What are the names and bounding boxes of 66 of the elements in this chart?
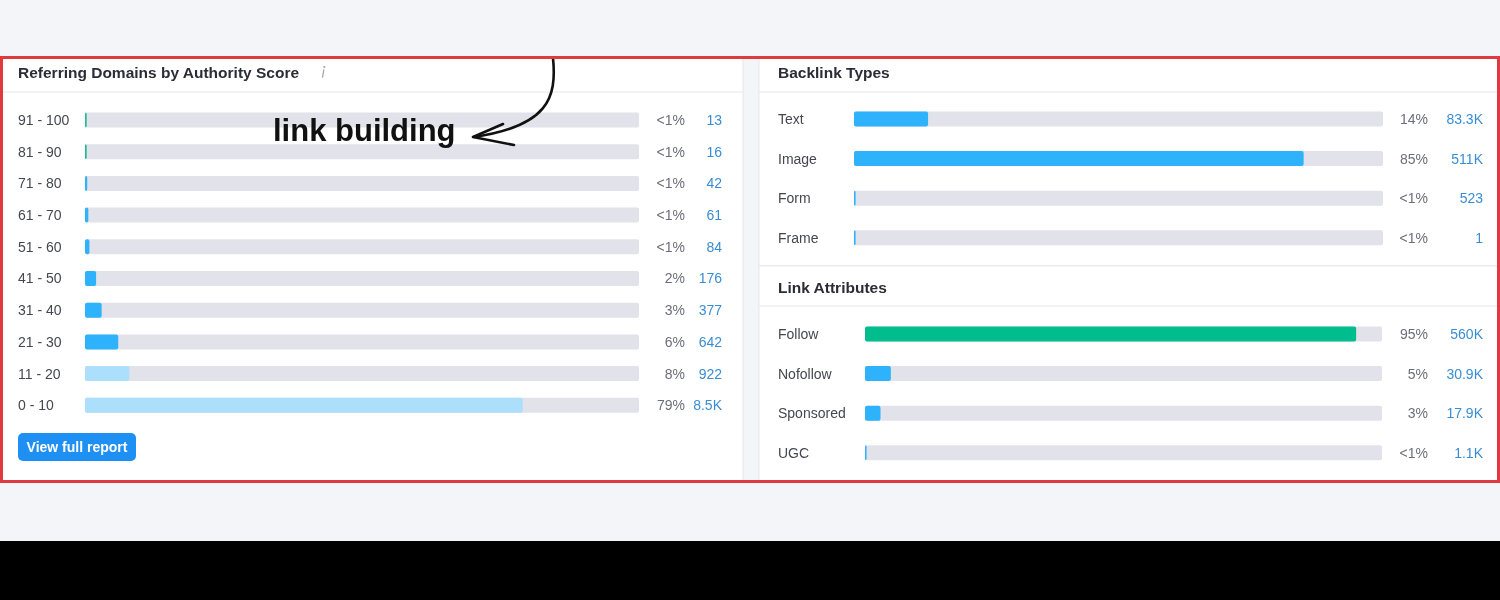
chart-title: Link Attributes <box>778 279 887 296</box>
text: 560K <box>1450 325 1484 342</box>
y-tick-label: 31 - 40 <box>18 302 62 319</box>
data-label: 6% <box>664 333 685 350</box>
bar <box>865 366 891 382</box>
chart-title: Backlink Types <box>778 64 890 81</box>
data-label: <1% <box>1399 229 1428 246</box>
bar <box>865 405 881 421</box>
text: 13 <box>706 111 723 128</box>
bar <box>85 366 130 382</box>
data-label: <1% <box>656 111 685 128</box>
data-label: 2% <box>664 270 685 287</box>
text: 61 <box>706 207 723 223</box>
data-label: 3% <box>1407 405 1428 422</box>
y-tick-label: Nofollow <box>778 365 833 382</box>
bar <box>85 175 88 191</box>
data-label: 95% <box>1399 325 1428 342</box>
text: 377 <box>698 302 723 319</box>
y-tick-label: Image <box>778 150 818 167</box>
data-label: 5% <box>1407 365 1428 382</box>
y-tick-label: Follow <box>778 325 820 342</box>
y-tick-label: 51 - 60 <box>18 238 62 255</box>
chart-title: Referring Domains by Authority Score <box>18 64 300 81</box>
data-label: <1% <box>656 143 685 160</box>
data-label: <1% <box>1399 444 1428 461</box>
y-tick-label: Sponsored <box>778 405 846 422</box>
y-tick-label: 11 - 20 <box>18 365 61 382</box>
y-tick-label: 61 - 70 <box>18 207 62 223</box>
text: 83.3K <box>1446 110 1484 127</box>
y-tick-label: 81 - 90 <box>18 143 62 160</box>
bar <box>85 271 97 286</box>
y-tick-label: 91 - 100 <box>18 111 70 128</box>
data-label: 8% <box>664 365 685 382</box>
report-button: View full report <box>18 433 136 461</box>
data-label: 3% <box>664 302 685 319</box>
text: 8.5K <box>693 397 723 414</box>
text: 176 <box>698 270 723 287</box>
data-label: <1% <box>656 175 685 192</box>
y-tick-label: Text <box>778 110 804 127</box>
text: 17.9K <box>1446 405 1484 422</box>
text: 1.1K <box>1454 444 1484 461</box>
y-tick-label: 21 - 30 <box>18 333 62 350</box>
text: 922 <box>698 365 723 382</box>
y-tick-label: 71 - 80 <box>18 175 62 192</box>
text: 1 <box>1475 229 1484 246</box>
text: 642 <box>698 333 723 350</box>
annotation: link building <box>273 113 456 148</box>
data-label: 85% <box>1399 150 1428 167</box>
y-tick-label: Form <box>778 190 811 207</box>
text: 16 <box>706 143 723 160</box>
data-label: 79% <box>656 397 685 414</box>
y-tick-label: UGC <box>778 444 810 461</box>
text: 84 <box>706 238 723 255</box>
data-label: <1% <box>1399 190 1428 207</box>
text: 523 <box>1459 190 1484 207</box>
text: 30.9K <box>1446 365 1484 382</box>
data-label: <1% <box>656 207 685 223</box>
bar <box>85 334 119 350</box>
text: 42 <box>706 175 723 192</box>
text: 511K <box>1451 150 1484 167</box>
y-tick-label: Frame <box>778 229 819 246</box>
y-tick-label: 41 - 50 <box>18 270 62 287</box>
bar <box>85 302 102 318</box>
data-label: <1% <box>656 238 685 255</box>
y-tick-label: 0 - 10 <box>18 397 55 414</box>
data-label: 14% <box>1399 110 1428 127</box>
